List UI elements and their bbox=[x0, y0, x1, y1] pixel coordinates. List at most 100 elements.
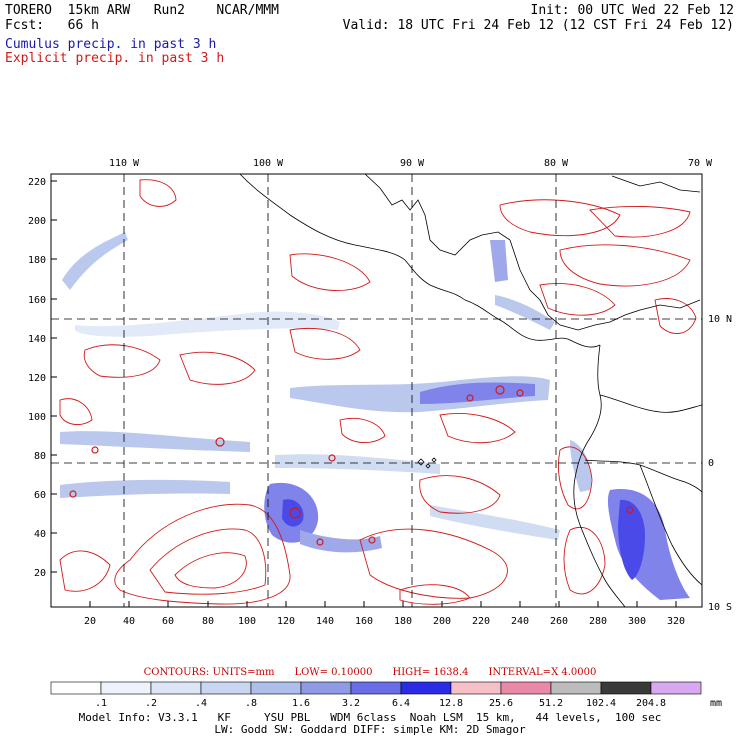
model-title: TORERO 15km ARW Run2 NCAR/MMM bbox=[5, 3, 279, 18]
colorbar-label: 6.4 bbox=[392, 698, 410, 709]
colorbar-label: 25.6 bbox=[489, 698, 513, 709]
explicit-contour bbox=[179, 351, 256, 385]
x-tick-label: 40 bbox=[123, 616, 135, 627]
header-left: TORERO 15km ARW Run2 NCAR/MMM Fcst: 66 h bbox=[5, 3, 279, 33]
explicit-core bbox=[466, 394, 474, 402]
cumulus-band bbox=[570, 440, 592, 492]
lat-label: 0 bbox=[708, 458, 714, 469]
explicit-core bbox=[289, 507, 301, 519]
colorbar-label: .4 bbox=[195, 698, 207, 709]
model-info-line2: LW: Godd SW: Goddard DIFF: simple KM: 2D… bbox=[214, 723, 526, 736]
y-tick-label: 80 bbox=[34, 451, 46, 462]
explicit-contour bbox=[557, 446, 593, 510]
colorbar-swatch bbox=[450, 681, 502, 695]
cumulus-band bbox=[430, 505, 560, 540]
colorbar-unit: mm bbox=[710, 698, 722, 709]
y-tick-label: 60 bbox=[34, 490, 46, 501]
contour-units: CONTOURS: UNITS=mm bbox=[143, 667, 275, 678]
colorbar-label: .8 bbox=[245, 698, 257, 709]
y-tick-label: 160 bbox=[28, 295, 46, 306]
x-tick-label: 320 bbox=[667, 616, 685, 627]
explicit-contour bbox=[174, 552, 247, 589]
lat-label: 10 S bbox=[708, 602, 732, 613]
y-tick-label: 120 bbox=[28, 373, 46, 384]
cumulus-band bbox=[60, 479, 230, 498]
y-tick-label: 200 bbox=[28, 216, 46, 227]
explicit-core bbox=[316, 538, 324, 546]
explicit-contour bbox=[114, 503, 291, 605]
colorbar-label: 12.8 bbox=[439, 698, 463, 709]
border-cuba bbox=[611, 175, 701, 193]
explicit-contour bbox=[539, 283, 616, 316]
model-info-line1: Model Info: V3.3.1 KF YSU PBL WDM 6class… bbox=[78, 711, 662, 724]
explicit-contour bbox=[359, 528, 508, 599]
x-tick-label: 300 bbox=[628, 616, 646, 627]
colorbar-swatch bbox=[400, 681, 452, 695]
cumulus-legend: Cumulus precip. in past 3 h bbox=[5, 37, 217, 52]
galapagos-islands bbox=[417, 457, 437, 469]
coastline-gulf bbox=[364, 174, 511, 256]
axis-labels: 110 W 100 W 90 W 80 W 70 W 10 N 0 10 S 2… bbox=[28, 158, 732, 627]
contour-low: LOW= 0.10000 bbox=[294, 667, 373, 678]
colorbar-swatch bbox=[100, 681, 152, 695]
explicit-contour bbox=[139, 179, 177, 207]
colorbar-label: .1 bbox=[95, 698, 107, 709]
x-tick-label: 260 bbox=[550, 616, 568, 627]
precip-cores bbox=[69, 385, 634, 546]
border-colombia bbox=[599, 394, 702, 413]
lon-label: 70 W bbox=[688, 158, 713, 169]
explicit-contour bbox=[654, 298, 697, 334]
colorbar-swatch bbox=[300, 681, 352, 695]
explicit-core bbox=[215, 437, 225, 447]
lon-label: 90 W bbox=[400, 158, 425, 169]
coastline-central-america bbox=[464, 299, 601, 348]
y-tick-label: 180 bbox=[28, 255, 46, 266]
explicit-core bbox=[495, 385, 505, 395]
x-tick-label: 120 bbox=[277, 616, 295, 627]
cumulus-band bbox=[275, 454, 440, 474]
lat-lon-grid bbox=[51, 174, 702, 607]
explicit-core bbox=[626, 506, 634, 514]
colorbar-swatch bbox=[350, 681, 402, 695]
border-andes bbox=[639, 464, 702, 586]
explicit-core bbox=[91, 446, 99, 454]
explicit-contour bbox=[59, 398, 93, 426]
coastlines bbox=[239, 174, 702, 607]
explicit-contour bbox=[419, 475, 501, 514]
contour-interval: INTERVAL=X 4.0000 bbox=[488, 667, 597, 678]
colorbar-label: 3.2 bbox=[342, 698, 360, 709]
y-tick-label: 220 bbox=[28, 177, 46, 188]
colorbar-swatch bbox=[150, 681, 202, 695]
explicit-contour bbox=[399, 584, 471, 605]
forecast-hour: Fcst: 66 h bbox=[5, 18, 99, 33]
coastline-mexico bbox=[239, 174, 466, 301]
x-tick-label: 200 bbox=[433, 616, 451, 627]
plot-frame bbox=[50, 173, 703, 608]
cumulus-band bbox=[618, 499, 645, 580]
explicit-core bbox=[516, 389, 524, 397]
x-tick-label: 220 bbox=[472, 616, 490, 627]
explicit-contour bbox=[563, 527, 606, 595]
lon-label: 110 W bbox=[109, 158, 140, 169]
colorbar-label: 51.2 bbox=[539, 698, 563, 709]
explicit-legend: Explicit precip. in past 3 h bbox=[5, 51, 225, 66]
x-tick-label: 80 bbox=[202, 616, 214, 627]
explicit-contour bbox=[339, 417, 386, 443]
colorbar-swatch bbox=[550, 681, 602, 695]
y-tick-label: 20 bbox=[34, 568, 46, 579]
colorbar-swatch bbox=[250, 681, 302, 695]
contour-high: HIGH= 1638.4 bbox=[392, 667, 469, 678]
y-tick-label: 140 bbox=[28, 334, 46, 345]
x-tick-label: 140 bbox=[316, 616, 334, 627]
colorbar-label: 1.6 bbox=[292, 698, 310, 709]
lat-label: 10 N bbox=[708, 314, 732, 325]
border-ecuador-peru bbox=[584, 459, 702, 493]
init-time: Init: 00 UTC Wed 22 Feb 12 bbox=[530, 3, 735, 18]
explicit-contour bbox=[83, 344, 161, 378]
cumulus-band bbox=[60, 431, 250, 452]
explicit-contour bbox=[289, 253, 371, 291]
header-right: Init: 00 UTC Wed 22 Feb 12 Valid: 18 UTC … bbox=[343, 3, 734, 33]
x-tick-label: 60 bbox=[162, 616, 174, 627]
coastline-caribbean bbox=[509, 239, 701, 331]
cumulus-precip-layer bbox=[60, 232, 690, 600]
